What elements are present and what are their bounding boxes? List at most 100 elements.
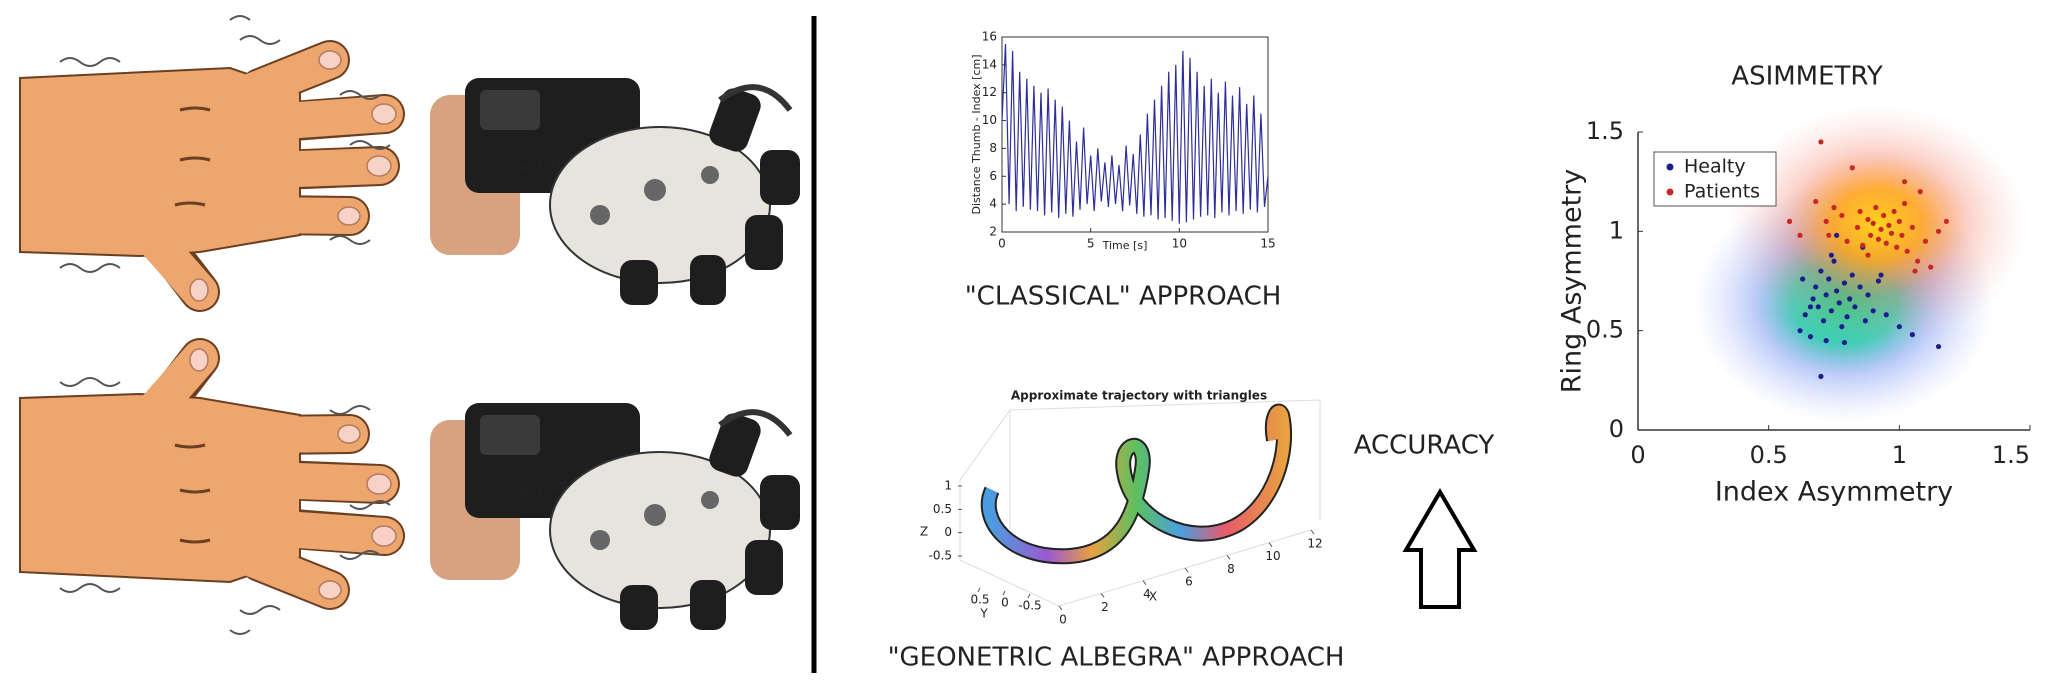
point — [1901, 179, 1908, 185]
point — [1881, 212, 1887, 219]
point — [1786, 218, 1793, 224]
decoration — [959, 399, 1321, 520]
point — [1831, 258, 1837, 264]
point — [1815, 304, 1821, 310]
approach-label: "GEONETRIC ALBEGRA" APPROACH — [888, 643, 1345, 673]
point — [1878, 272, 1884, 278]
x-tick — [1100, 593, 1105, 598]
x-tick-label: 15 — [1260, 237, 1275, 251]
hand-drawing — [20, 16, 396, 301]
point — [1935, 343, 1942, 350]
y-tick — [977, 587, 981, 593]
point — [1912, 268, 1918, 274]
x-tick-label: 10 — [1172, 237, 1187, 251]
x-axis-label: Time [s] — [1102, 239, 1148, 252]
point — [1917, 189, 1923, 195]
point — [1813, 284, 1819, 290]
point — [1852, 304, 1858, 310]
point — [1828, 308, 1834, 314]
x-tick-label: 8 — [1227, 562, 1235, 576]
x-tick — [1310, 529, 1315, 535]
x-tick — [1184, 567, 1189, 573]
point — [1818, 139, 1824, 145]
y-tick-label: 0 — [1001, 596, 1009, 610]
y-tick-label: 12 — [982, 85, 997, 99]
point — [1828, 252, 1834, 258]
y-tick-label: 0.5 — [1586, 316, 1624, 344]
y-tick-label: 4 — [989, 197, 997, 211]
y-tick-label: 1.5 — [1586, 117, 1624, 145]
y-tick-label: 10 — [982, 113, 997, 127]
x-tick-label: 5 — [1087, 237, 1095, 251]
signal-line — [1001, 43, 1269, 224]
point — [1834, 232, 1840, 238]
approach-label: "CLASSICAL" APPROACH — [965, 282, 1282, 312]
decoration — [982, 405, 1291, 563]
y-tick-label: 0.5 — [970, 593, 989, 607]
point — [1860, 242, 1866, 248]
point — [1854, 224, 1861, 230]
point — [1807, 304, 1814, 310]
hand-drawing — [20, 349, 396, 634]
point — [1891, 208, 1897, 215]
point — [1800, 276, 1806, 282]
x-tick-label: 0 — [998, 237, 1006, 251]
x-tick — [1268, 542, 1273, 547]
y-tick-label: 16 — [982, 30, 997, 44]
point — [1865, 216, 1871, 223]
point — [1865, 292, 1871, 298]
point — [1823, 338, 1829, 344]
point — [1818, 268, 1824, 274]
x-tick-label: 1 — [1892, 441, 1907, 469]
y-tick — [1002, 590, 1006, 596]
point — [1888, 230, 1895, 236]
x-tick — [1226, 555, 1231, 560]
y-tick-label: 1 — [1609, 216, 1624, 244]
y-tick-label: 8 — [989, 141, 997, 155]
point — [1857, 284, 1863, 290]
point — [1875, 278, 1882, 284]
point — [1915, 258, 1921, 264]
point — [1875, 236, 1882, 242]
point — [1904, 248, 1910, 254]
point — [1818, 373, 1824, 379]
point — [1878, 226, 1884, 232]
point — [1894, 244, 1900, 250]
point — [1857, 208, 1863, 215]
point — [1847, 296, 1853, 302]
point — [1928, 264, 1934, 270]
x-tick-label: 12 — [1307, 537, 1322, 551]
point — [1841, 339, 1848, 346]
glove-drawing — [430, 78, 800, 305]
legend-box — [1653, 151, 1777, 207]
z-tick-label: 1 — [944, 479, 952, 493]
y-axis-label: Y — [979, 607, 988, 621]
point — [1870, 220, 1876, 226]
point — [1883, 240, 1889, 246]
point — [1849, 165, 1855, 171]
x-tick-label: 0 — [1630, 441, 1645, 469]
y-axis-label: Distance Thumb - Index [cm] — [970, 54, 983, 214]
legend-label: Patients — [1684, 181, 1760, 203]
point — [1839, 212, 1845, 219]
point — [1862, 318, 1868, 324]
point — [1841, 280, 1848, 286]
point — [1807, 334, 1814, 340]
point — [1935, 228, 1942, 234]
y-tick-label: 14 — [982, 57, 997, 71]
point — [1886, 222, 1892, 228]
z-axis-label: Z — [920, 525, 928, 539]
y-tick-label: 2 — [989, 225, 997, 239]
y-tick-label: 6 — [989, 169, 997, 183]
point — [1883, 312, 1889, 318]
point — [1909, 332, 1915, 338]
point — [1870, 308, 1876, 314]
point — [1839, 324, 1845, 330]
point — [1844, 238, 1850, 244]
glove-drawing — [430, 403, 800, 630]
legend-label: Healty — [1684, 156, 1746, 178]
plot-title: Approximate trajectory with triangles — [1011, 389, 1267, 403]
point — [1849, 272, 1855, 278]
